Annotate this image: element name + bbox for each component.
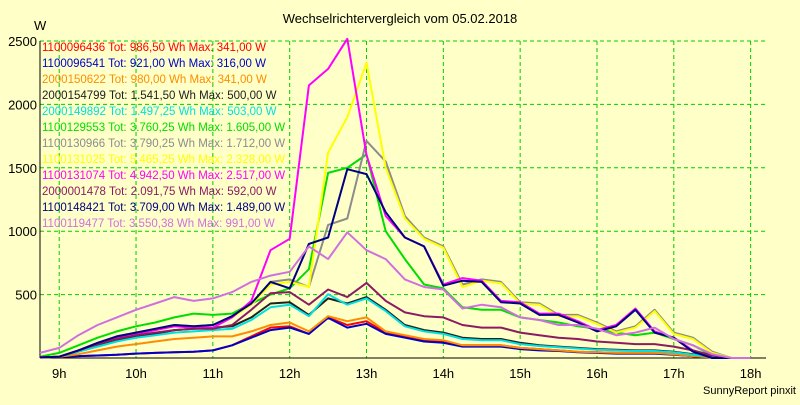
legend-entry-1100130966: 1100130966 Tot: 3.790,25 Wh Max: 1.712,0… [42, 138, 285, 150]
legend: 1100096436 Tot: 986,50 Wh Max: 341,00 W 1… [42, 42, 285, 230]
x-tick-label: 13h [356, 366, 378, 381]
series-line-2000001478 [39, 281, 751, 359]
x-tick-label: 14h [432, 366, 454, 381]
series-line-2000149892 [39, 293, 751, 359]
y-tick-label: 2500 [8, 34, 37, 49]
legend-entry-1100131025: 1100131025 Tot: 5.465,25 Wh Max: 2.328,0… [42, 154, 285, 166]
legend-entry-2000150622: 2000150622 Tot: 980,00 Wh Max: 341,00 W [42, 74, 267, 86]
series-line-1100148421 [39, 168, 751, 359]
x-tick-label: 15h [509, 366, 531, 381]
y-axis-label: W [34, 18, 47, 33]
y-tick-label: 500 [15, 288, 37, 303]
series-lines [39, 37, 751, 359]
y-tick-label: 1000 [8, 224, 37, 239]
plot-area [40, 41, 766, 358]
series-line-1100129553 [39, 153, 751, 359]
legend-entry-1100096541: 1100096541 Tot: 921,00 Wh Max: 316,00 W [42, 58, 266, 70]
y-tick-label: 2000 [8, 97, 37, 112]
grid [40, 40, 766, 358]
footer-credit: SunnyReport pinxit [703, 385, 796, 397]
legend-entry-2000001478: 2000001478 Tot: 2.091,75 Wh Max: 592,00 … [42, 186, 277, 198]
legend-entry-2000154799: 2000154799 Tot: 1.541,50 Wh Max: 500,00 … [42, 90, 277, 102]
chart-title: Wechselrichtervergleich vom 05.02.2018 [283, 11, 518, 26]
legend-entry-1100119477: 1100119477 Tot: 3.550,38 Wh Max: 991,00 … [42, 218, 275, 230]
x-tick-label: 18h [740, 366, 762, 381]
legend-entry-1100096436: 1100096436 Tot: 986,50 Wh Max: 341,00 W [42, 42, 266, 54]
y-tick-label: 1500 [8, 161, 37, 176]
legend-entry-1100148421: 1100148421 Tot: 3.709,00 Wh Max: 1.489,0… [42, 202, 285, 214]
x-tick-label: 17h [663, 366, 685, 381]
axes: 500 1000 1500 2000 2500 9h 10h 11h 12h 13h 14h 15h 1… [8, 34, 766, 381]
x-tick-label: 9h [52, 366, 66, 381]
x-tick-label: 10h [125, 366, 147, 381]
series-line-1100119477 [39, 231, 751, 359]
series-line-2000150622 [39, 315, 751, 359]
legend-entry-2000149892: 2000149892 Tot: 1.497,25 Wh Max: 503,00 … [42, 106, 277, 118]
x-tick-label: 11h [202, 366, 223, 381]
legend-entry-1100131074: 1100131074 Tot: 4.942,50 Wh Max: 2.517,0… [42, 170, 285, 182]
x-tick-label: 12h [279, 366, 301, 381]
legend-entry-1100129553: 1100129553 Tot: 3.760,25 Wh Max: 1.605,0… [42, 122, 285, 134]
x-tick-label: 16h [586, 366, 608, 381]
